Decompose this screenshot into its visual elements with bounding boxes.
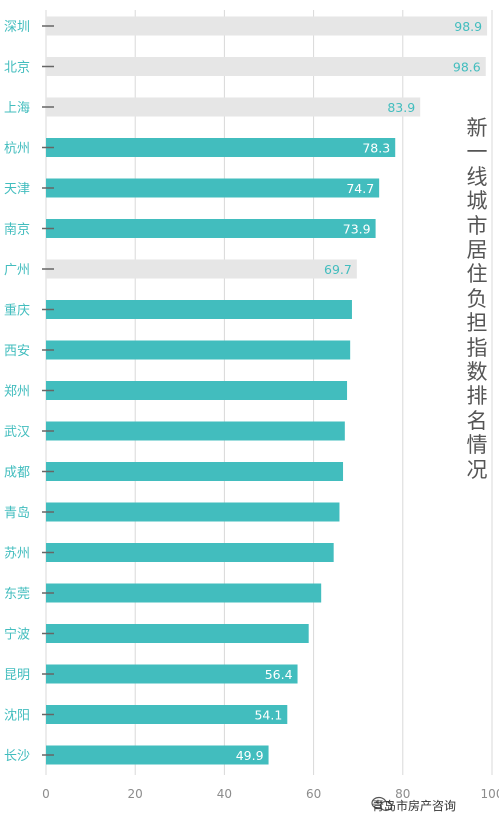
bar: [46, 340, 351, 360]
category-label: 宁波: [4, 627, 30, 643]
bar: [46, 259, 357, 279]
category-label: 苏州: [4, 546, 30, 562]
bar: [46, 57, 486, 76]
x-tick-label: 80: [395, 787, 410, 801]
value-label: 69.7: [324, 262, 352, 277]
category-label: 成都: [4, 466, 30, 481]
category-label: 青岛: [4, 505, 30, 521]
bar: [46, 138, 396, 157]
value-label: 98.9: [454, 19, 482, 34]
category-label: 天津: [4, 182, 30, 197]
x-tick-label: 20: [128, 787, 143, 801]
bar: [46, 219, 376, 238]
category-label: 东莞: [4, 587, 30, 602]
bar: [46, 381, 348, 400]
chart-title: 新一线城市居住负担指数排名情况: [466, 116, 488, 482]
value-label: 83.9: [387, 100, 415, 115]
wechat-icon: [371, 796, 393, 812]
bar: [46, 624, 309, 643]
bar: [46, 543, 334, 562]
category-label: 郑州: [4, 385, 30, 400]
bar: [46, 300, 352, 319]
bar: [46, 97, 421, 117]
bar: [46, 705, 288, 724]
category-label: 西安: [4, 344, 30, 359]
category-label: 上海: [4, 101, 30, 116]
bar: [46, 421, 345, 441]
bar: [46, 583, 322, 603]
category-label: 沈阳: [4, 709, 30, 724]
value-label: 74.7: [346, 181, 374, 196]
x-tick-label: 0: [42, 787, 50, 801]
value-label: 73.9: [343, 222, 371, 237]
bar: [46, 745, 269, 765]
category-label: 武汉: [4, 425, 30, 440]
category-label: 深圳: [4, 20, 30, 35]
category-label: 北京: [4, 61, 30, 76]
x-tick-label: 100: [481, 787, 499, 801]
watermark-text: 青岛市房产咨询: [372, 799, 457, 813]
x-tick-label: 40: [217, 787, 232, 801]
value-label: 54.1: [254, 708, 282, 723]
category-label: 广州: [4, 263, 30, 278]
category-label: 昆明: [4, 668, 30, 683]
bar: [46, 462, 344, 481]
bar: [46, 178, 380, 198]
bar: [46, 16, 488, 36]
bar: [46, 664, 298, 684]
value-label: 49.9: [236, 748, 264, 763]
category-label: 南京: [4, 222, 30, 238]
value-label: 56.4: [265, 667, 293, 682]
category-label: 重庆: [4, 303, 30, 319]
x-tick-label: 60: [306, 787, 321, 801]
bar: [46, 502, 340, 522]
value-label: 98.6: [453, 60, 481, 75]
category-label: 长沙: [4, 749, 30, 764]
category-label: 杭州: [4, 142, 30, 157]
value-label: 78.3: [362, 141, 390, 156]
